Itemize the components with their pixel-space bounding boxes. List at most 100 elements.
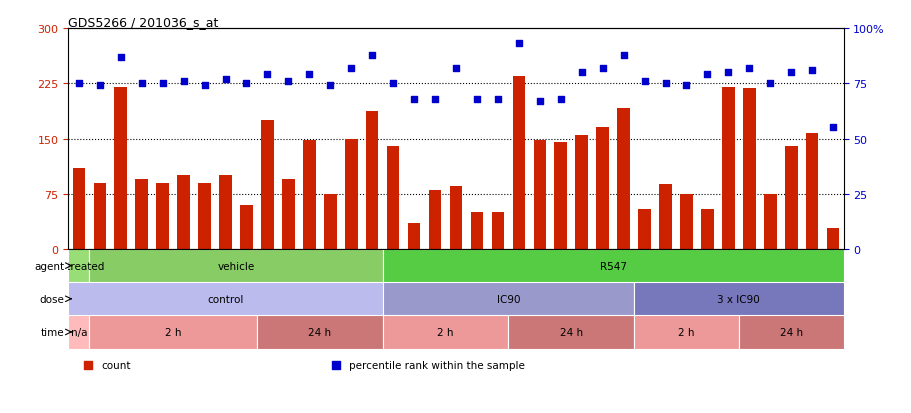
Bar bbox=[507, 316, 633, 349]
Point bbox=[511, 41, 526, 47]
Text: control: control bbox=[207, 294, 243, 304]
Point bbox=[616, 52, 630, 59]
Bar bbox=[89, 249, 383, 282]
Text: 2 h: 2 h bbox=[165, 327, 181, 337]
Bar bbox=[638, 209, 650, 249]
Bar bbox=[596, 128, 609, 249]
Bar bbox=[659, 185, 671, 249]
Point bbox=[113, 54, 128, 61]
Bar bbox=[177, 176, 189, 249]
Point bbox=[763, 81, 777, 87]
Point bbox=[427, 96, 442, 103]
Bar bbox=[89, 316, 257, 349]
Point bbox=[364, 52, 379, 59]
Text: vehicle: vehicle bbox=[217, 261, 254, 271]
Bar bbox=[763, 194, 775, 249]
Bar bbox=[383, 282, 633, 316]
Text: GDS5266 / 201036_s_at: GDS5266 / 201036_s_at bbox=[68, 16, 219, 29]
Text: 24 h: 24 h bbox=[308, 327, 331, 337]
Point bbox=[532, 98, 547, 105]
Bar bbox=[344, 139, 357, 249]
Bar bbox=[826, 229, 838, 249]
Bar bbox=[281, 180, 294, 249]
Point bbox=[553, 96, 568, 103]
Bar bbox=[722, 88, 734, 249]
Text: IC90: IC90 bbox=[496, 294, 519, 304]
Bar bbox=[68, 249, 89, 282]
Bar bbox=[575, 135, 588, 249]
Point bbox=[239, 81, 253, 87]
Bar bbox=[219, 176, 231, 249]
Bar bbox=[701, 209, 713, 249]
Text: agent: agent bbox=[35, 261, 65, 271]
Bar bbox=[805, 133, 817, 249]
Text: untreated: untreated bbox=[53, 261, 105, 271]
Bar bbox=[365, 111, 378, 249]
Point bbox=[783, 70, 798, 76]
Point bbox=[490, 96, 505, 103]
Bar bbox=[68, 316, 89, 349]
Point bbox=[71, 81, 86, 87]
Bar bbox=[261, 121, 273, 249]
Point bbox=[134, 81, 148, 87]
Point bbox=[679, 83, 693, 90]
Bar bbox=[617, 108, 630, 249]
Point bbox=[385, 81, 400, 87]
Point bbox=[92, 83, 107, 90]
Point bbox=[218, 76, 232, 83]
Text: 2 h: 2 h bbox=[678, 327, 694, 337]
Text: 3 x IC90: 3 x IC90 bbox=[717, 294, 760, 304]
Bar bbox=[428, 191, 441, 249]
Bar bbox=[386, 147, 399, 249]
Point bbox=[406, 96, 421, 103]
Bar bbox=[449, 187, 462, 249]
Point bbox=[448, 65, 463, 72]
Bar bbox=[323, 194, 336, 249]
Text: R547: R547 bbox=[599, 261, 626, 271]
Point bbox=[700, 72, 714, 78]
Bar bbox=[383, 316, 507, 349]
Bar bbox=[491, 213, 504, 249]
Bar bbox=[738, 316, 843, 349]
Bar bbox=[94, 183, 106, 249]
Bar bbox=[633, 282, 843, 316]
Point bbox=[176, 78, 190, 85]
Point bbox=[197, 83, 211, 90]
Point bbox=[343, 65, 358, 72]
Bar bbox=[633, 316, 738, 349]
Bar bbox=[680, 194, 692, 249]
Point bbox=[302, 72, 316, 78]
Text: n/a: n/a bbox=[70, 327, 87, 337]
Bar bbox=[73, 169, 85, 249]
Point bbox=[658, 81, 672, 87]
Bar bbox=[302, 141, 315, 249]
Bar bbox=[383, 249, 843, 282]
Bar bbox=[156, 183, 169, 249]
Bar bbox=[407, 224, 420, 249]
Bar bbox=[115, 88, 127, 249]
Text: 24 h: 24 h bbox=[559, 327, 582, 337]
Point bbox=[742, 65, 756, 72]
Text: 2 h: 2 h bbox=[436, 327, 454, 337]
Point bbox=[721, 70, 735, 76]
Bar bbox=[470, 213, 483, 249]
Point bbox=[155, 81, 169, 87]
Point bbox=[281, 78, 295, 85]
Bar bbox=[136, 180, 148, 249]
Point bbox=[260, 72, 274, 78]
Point bbox=[804, 67, 819, 74]
Point bbox=[328, 362, 343, 369]
Point bbox=[469, 96, 484, 103]
Point bbox=[825, 125, 840, 131]
Point bbox=[637, 78, 651, 85]
Text: count: count bbox=[101, 361, 130, 370]
Text: percentile rank within the sample: percentile rank within the sample bbox=[349, 361, 525, 370]
Text: time: time bbox=[41, 327, 65, 337]
Bar bbox=[198, 183, 210, 249]
Bar bbox=[512, 77, 525, 249]
Text: 24 h: 24 h bbox=[779, 327, 802, 337]
Bar bbox=[533, 141, 546, 249]
Bar bbox=[240, 205, 252, 249]
Bar bbox=[742, 89, 755, 249]
Bar bbox=[257, 316, 383, 349]
